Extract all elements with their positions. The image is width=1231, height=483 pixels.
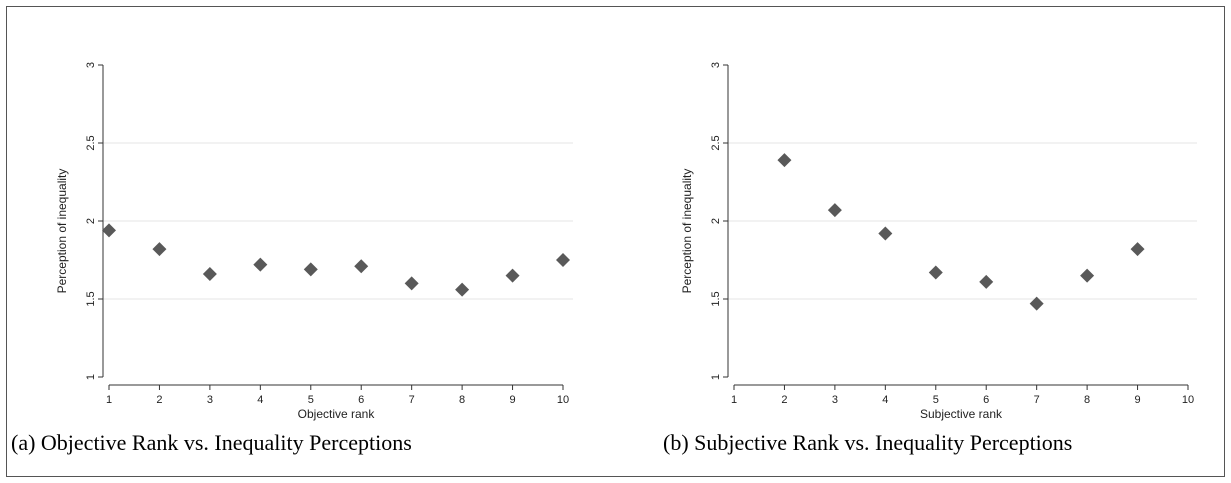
- data-point-b: [1080, 268, 1095, 283]
- data-point-a: [303, 262, 318, 277]
- data-point-a: [102, 223, 116, 238]
- x-tick-label-a: 5: [308, 394, 314, 406]
- x-tick-label-a: 10: [557, 394, 569, 406]
- data-point-a: [202, 267, 217, 282]
- x-tick-label-b: 10: [1182, 394, 1194, 406]
- x-tick-label-a: 4: [257, 394, 263, 406]
- data-point-a: [152, 242, 167, 257]
- y-axis-label-a: Perception of inequality: [55, 169, 69, 294]
- data-point-b: [827, 203, 842, 218]
- x-axis-label-a: Objective rank: [298, 407, 376, 421]
- data-point-b: [979, 274, 994, 289]
- x-tick-label-b: 6: [983, 394, 989, 406]
- figure-frame: [6, 6, 1225, 477]
- data-point-b: [1029, 296, 1044, 311]
- data-point-b: [1130, 242, 1145, 257]
- x-tick-label-b: 8: [1084, 394, 1090, 406]
- data-point-b: [777, 153, 792, 168]
- x-tick-label-b: 2: [781, 394, 787, 406]
- data-point-a: [505, 268, 520, 283]
- x-tick-label-b: 7: [1034, 394, 1040, 406]
- y-tick-label-b: 3: [710, 62, 722, 68]
- y-tick-label-a: 2.5: [85, 135, 97, 150]
- x-tick-label-a: 6: [358, 394, 364, 406]
- x-tick-label-b: 4: [882, 394, 888, 406]
- caption-a: (a) Objective Rank vs. Inequality Percep…: [11, 430, 412, 455]
- y-tick-label-b: 1.5: [710, 291, 722, 306]
- x-tick-label-a: 3: [207, 394, 213, 406]
- data-point-b: [928, 265, 943, 280]
- x-tick-label-b: 5: [933, 394, 939, 406]
- y-tick-label-a: 1: [85, 374, 97, 380]
- x-tick-label-b: 3: [832, 394, 838, 406]
- y-tick-label-a: 1.5: [85, 291, 97, 306]
- x-tick-label-b: 9: [1134, 394, 1140, 406]
- data-point-a: [354, 259, 369, 274]
- x-axis-label-b: Subjective rank: [920, 407, 1003, 421]
- x-tick-label-b: 1: [731, 394, 737, 406]
- x-tick-label-a: 2: [156, 394, 162, 406]
- y-tick-label-b: 2.5: [710, 135, 722, 150]
- y-tick-label-b: 2: [710, 218, 722, 224]
- data-point-b: [878, 226, 893, 241]
- data-point-a: [404, 276, 419, 291]
- y-axis-label-b: Perception of inequality: [680, 169, 694, 294]
- caption-b: (b) Subjective Rank vs. Inequality Perce…: [663, 430, 1073, 455]
- x-tick-label-a: 1: [106, 394, 112, 406]
- x-tick-label-a: 7: [409, 394, 415, 406]
- data-point-a: [455, 282, 470, 297]
- data-point-a: [253, 257, 268, 272]
- y-tick-label-a: 3: [85, 62, 97, 68]
- data-point-a: [556, 253, 570, 267]
- y-tick-label-b: 1: [710, 374, 722, 380]
- y-tick-label-a: 2: [85, 218, 97, 224]
- x-tick-label-a: 9: [509, 394, 515, 406]
- x-tick-label-a: 8: [459, 394, 465, 406]
